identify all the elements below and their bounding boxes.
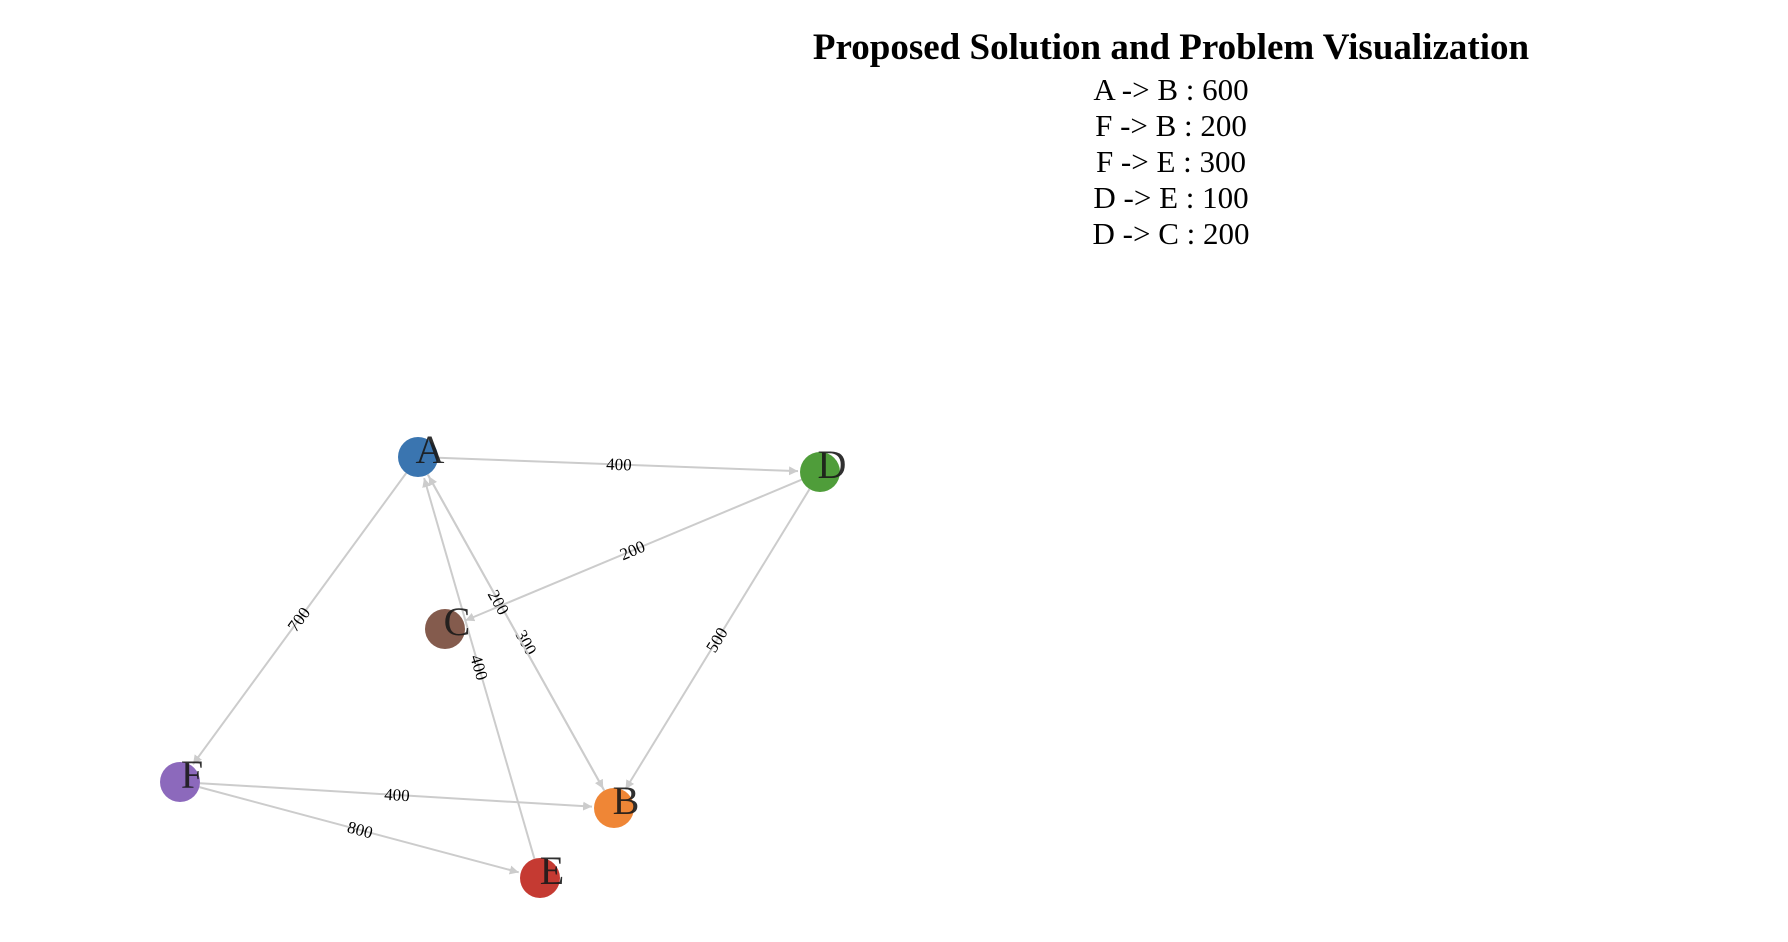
solution-item: A -> B : 600 [1093,72,1249,107]
node-label: F [181,752,203,797]
edge-line [199,786,520,875]
node-F: F [160,752,203,802]
figure-title: Proposed Solution and Problem Visualizat… [812,27,1530,68]
edge-weight-label: 800 [345,818,375,843]
edge-line [427,475,606,792]
node-D: D [800,442,846,492]
node-circle [594,788,634,828]
edge-line [199,782,593,811]
solution-item: F -> E : 300 [1095,144,1247,179]
solution-item: D -> E : 100 [1093,180,1249,215]
edge-weight-label: 500 [702,624,732,656]
edge-line [192,472,407,765]
edge-D-C: 200 [464,478,802,622]
edge-line [422,477,536,860]
node-circle [398,437,438,477]
node-label: B [613,778,640,823]
node-B: B [594,778,639,828]
edge-weight-label: 400 [466,653,491,683]
node-label: D [818,442,847,487]
solution-item: F -> B : 200 [1095,108,1247,143]
edge-weight-label: 400 [384,785,411,805]
edge-line [437,456,799,476]
node-circle [520,858,560,898]
node-label: A [416,427,445,472]
edge-F-B: 400 [199,782,593,811]
node-circle [160,762,200,802]
solution-item: D -> C : 200 [1092,216,1250,251]
edge-D-B: 500 [624,488,811,790]
node-C: C [425,599,470,649]
edge-line [624,488,811,790]
edge-A-F: 700 [192,472,407,765]
node-E: E [520,848,564,898]
solution-list: A -> B : 600 F -> B : 200 F -> E : 300 D ->… [806,72,1536,252]
nodes-layer: A B C D E F [160,427,846,898]
edge-A-D: 400 [437,455,799,476]
node-circle [425,609,465,649]
node-label: E [540,848,564,893]
edge-F-E: 800 [199,786,520,875]
edge-weight-label: 400 [606,455,632,475]
edge-line [464,478,802,622]
node-label: C [444,599,471,644]
edge-weight-label: 700 [284,604,314,636]
edge-weight-label: 200 [617,537,648,564]
node-circle [800,452,840,492]
header: Proposed Solution and Problem Visualizat… [806,24,1536,252]
node-A: A [398,427,445,477]
